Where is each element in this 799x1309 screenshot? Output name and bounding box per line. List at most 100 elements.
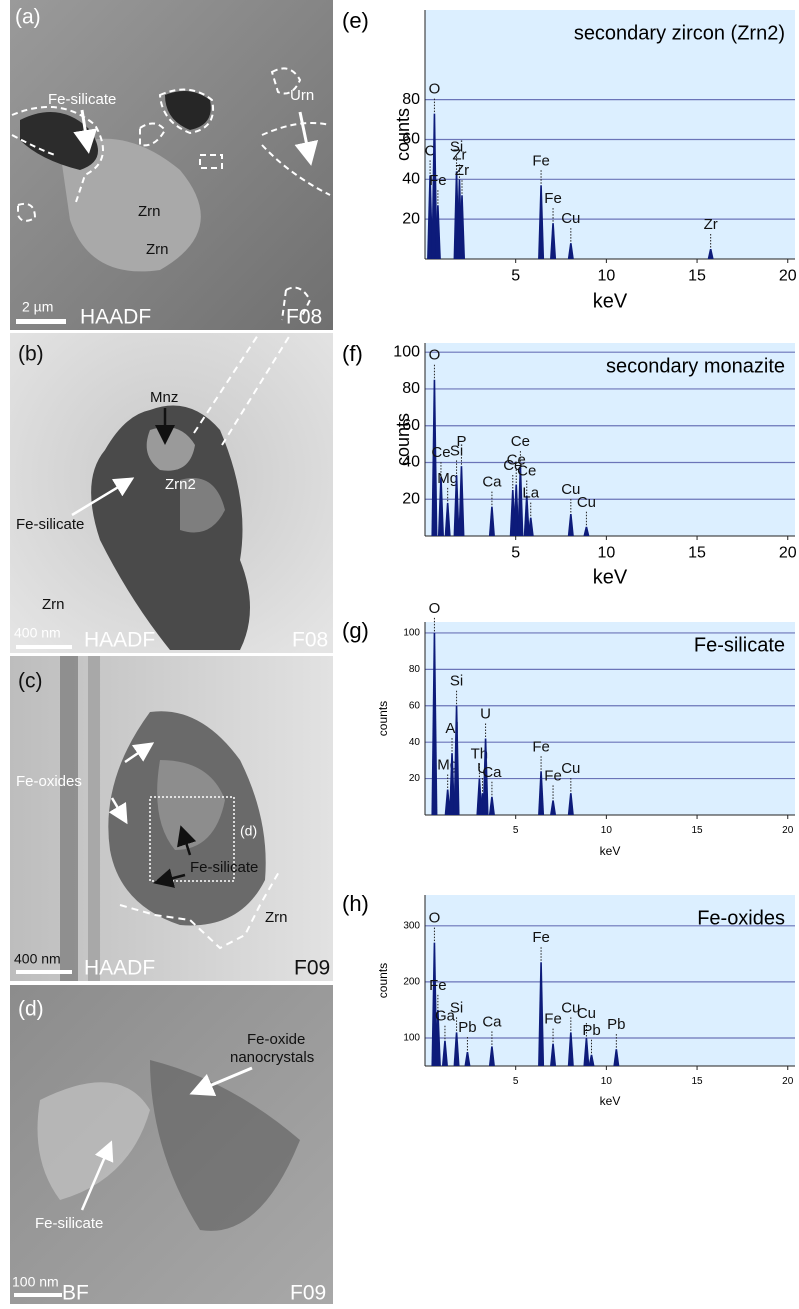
arrow	[189, 1066, 253, 1097]
peak-label: O	[429, 81, 441, 98]
image-label: nanocrystals	[230, 1049, 314, 1066]
grain	[91, 405, 250, 650]
peak	[453, 705, 460, 815]
y-tick-label: 100	[403, 628, 420, 639]
arrow	[108, 797, 128, 825]
y-tick-label: 60	[409, 700, 421, 711]
peak	[513, 484, 520, 536]
peak-label: Fe	[544, 767, 562, 784]
panel-label: (c)	[18, 670, 43, 693]
image-label: Zrn	[146, 241, 169, 258]
panel-label: (h)	[342, 891, 369, 916]
grain	[60, 138, 201, 272]
peak-label: Fe	[532, 929, 550, 946]
panel-label: (d)	[18, 998, 44, 1021]
imaging-mode: HAADF	[84, 957, 155, 980]
y-axis-label: counts	[376, 701, 390, 736]
peak-label: Fe	[532, 152, 550, 169]
x-axis-label: keV	[600, 844, 621, 858]
x-tick-label: 5	[513, 825, 519, 836]
chart-title: secondary zircon (Zrn2)	[574, 22, 785, 44]
outline	[119, 869, 281, 950]
peak	[583, 526, 590, 536]
peak	[459, 195, 465, 259]
peak	[431, 942, 438, 1066]
y-tick-label: 20	[402, 490, 420, 507]
x-tick-label: 20	[779, 545, 797, 562]
peak-label: O	[429, 347, 441, 364]
peak	[567, 1032, 574, 1066]
inset-box	[149, 796, 235, 882]
scale-bar	[14, 1293, 62, 1297]
sample-id: F09	[294, 957, 330, 980]
grain	[165, 91, 211, 130]
peak	[453, 475, 460, 536]
arrow	[153, 868, 186, 888]
peak-label: Cu	[577, 494, 596, 511]
peak-label: Ca	[482, 1013, 502, 1030]
image-label: Urn	[290, 87, 314, 104]
peak-label: Ca	[482, 764, 502, 781]
peak	[434, 1009, 441, 1066]
chart-title: Fe-silicate	[694, 634, 785, 656]
peak	[482, 738, 489, 815]
arrow	[71, 477, 135, 517]
peak	[613, 1049, 620, 1066]
peak-label: Zr	[704, 216, 718, 233]
peak-label: U	[477, 760, 488, 777]
peak	[458, 466, 465, 536]
image-label: Fe-oxide	[247, 1031, 305, 1048]
scale-label: 400 nm	[14, 625, 61, 641]
peak	[567, 793, 574, 815]
scale-label: 400 nm	[14, 951, 61, 967]
peak-label: Zr	[452, 146, 466, 163]
panel-label: (a)	[15, 6, 41, 29]
peak-label: Ce	[507, 452, 526, 469]
peak	[431, 632, 438, 815]
peak	[488, 1046, 495, 1066]
image-label: (d)	[240, 823, 257, 839]
y-tick-label: 60	[402, 417, 420, 434]
plot-background	[425, 343, 795, 536]
grain	[180, 478, 225, 533]
image-panel-d: (d) Fe-oxide nanocrystals Fe-silicate 10…	[10, 985, 333, 1305]
arrow	[80, 1140, 114, 1211]
sample-id: F08	[286, 306, 322, 329]
peak-label: Ca	[482, 474, 502, 491]
peak	[431, 379, 438, 536]
outlines	[11, 67, 331, 321]
peak	[444, 789, 451, 815]
plot-background	[425, 10, 795, 259]
image-label: Zrn	[138, 203, 161, 220]
arrow	[177, 825, 197, 856]
scale-label: 2 µm	[22, 299, 53, 315]
peak-label: Ce	[503, 457, 522, 474]
peak	[550, 800, 557, 815]
peak-label: C	[425, 142, 436, 159]
chart-title: secondary monazite	[606, 355, 785, 377]
peak-label: Si	[450, 138, 463, 155]
y-tick-label: 200	[403, 977, 420, 988]
y-tick-label: 80	[402, 380, 420, 397]
x-tick-label: 5	[511, 268, 520, 285]
peak-label: Cu	[561, 999, 580, 1016]
peak-label: Si	[450, 442, 463, 459]
peak	[453, 1032, 460, 1066]
image-label: Zrn	[265, 909, 288, 926]
image-label: Fe-oxides	[16, 773, 82, 790]
y-tick-label: 80	[409, 664, 421, 675]
imaging-mode: HAADF	[84, 629, 155, 652]
peak-label: Ga	[435, 1008, 456, 1025]
x-tick-label: 10	[601, 825, 613, 836]
peak-label: Cu	[561, 481, 580, 498]
arrow	[294, 111, 319, 166]
x-tick-label: 15	[688, 545, 706, 562]
y-axis-label: counts	[393, 108, 413, 161]
chart-title: Fe-oxides	[697, 907, 785, 929]
peak	[464, 1051, 471, 1066]
x-tick-label: 15	[688, 268, 706, 285]
peak-label: Ce	[431, 444, 450, 461]
image-panel-b: (b) Mnz Zrn2 Fe-silicate Zrn 400 nm HAAD…	[10, 333, 333, 653]
